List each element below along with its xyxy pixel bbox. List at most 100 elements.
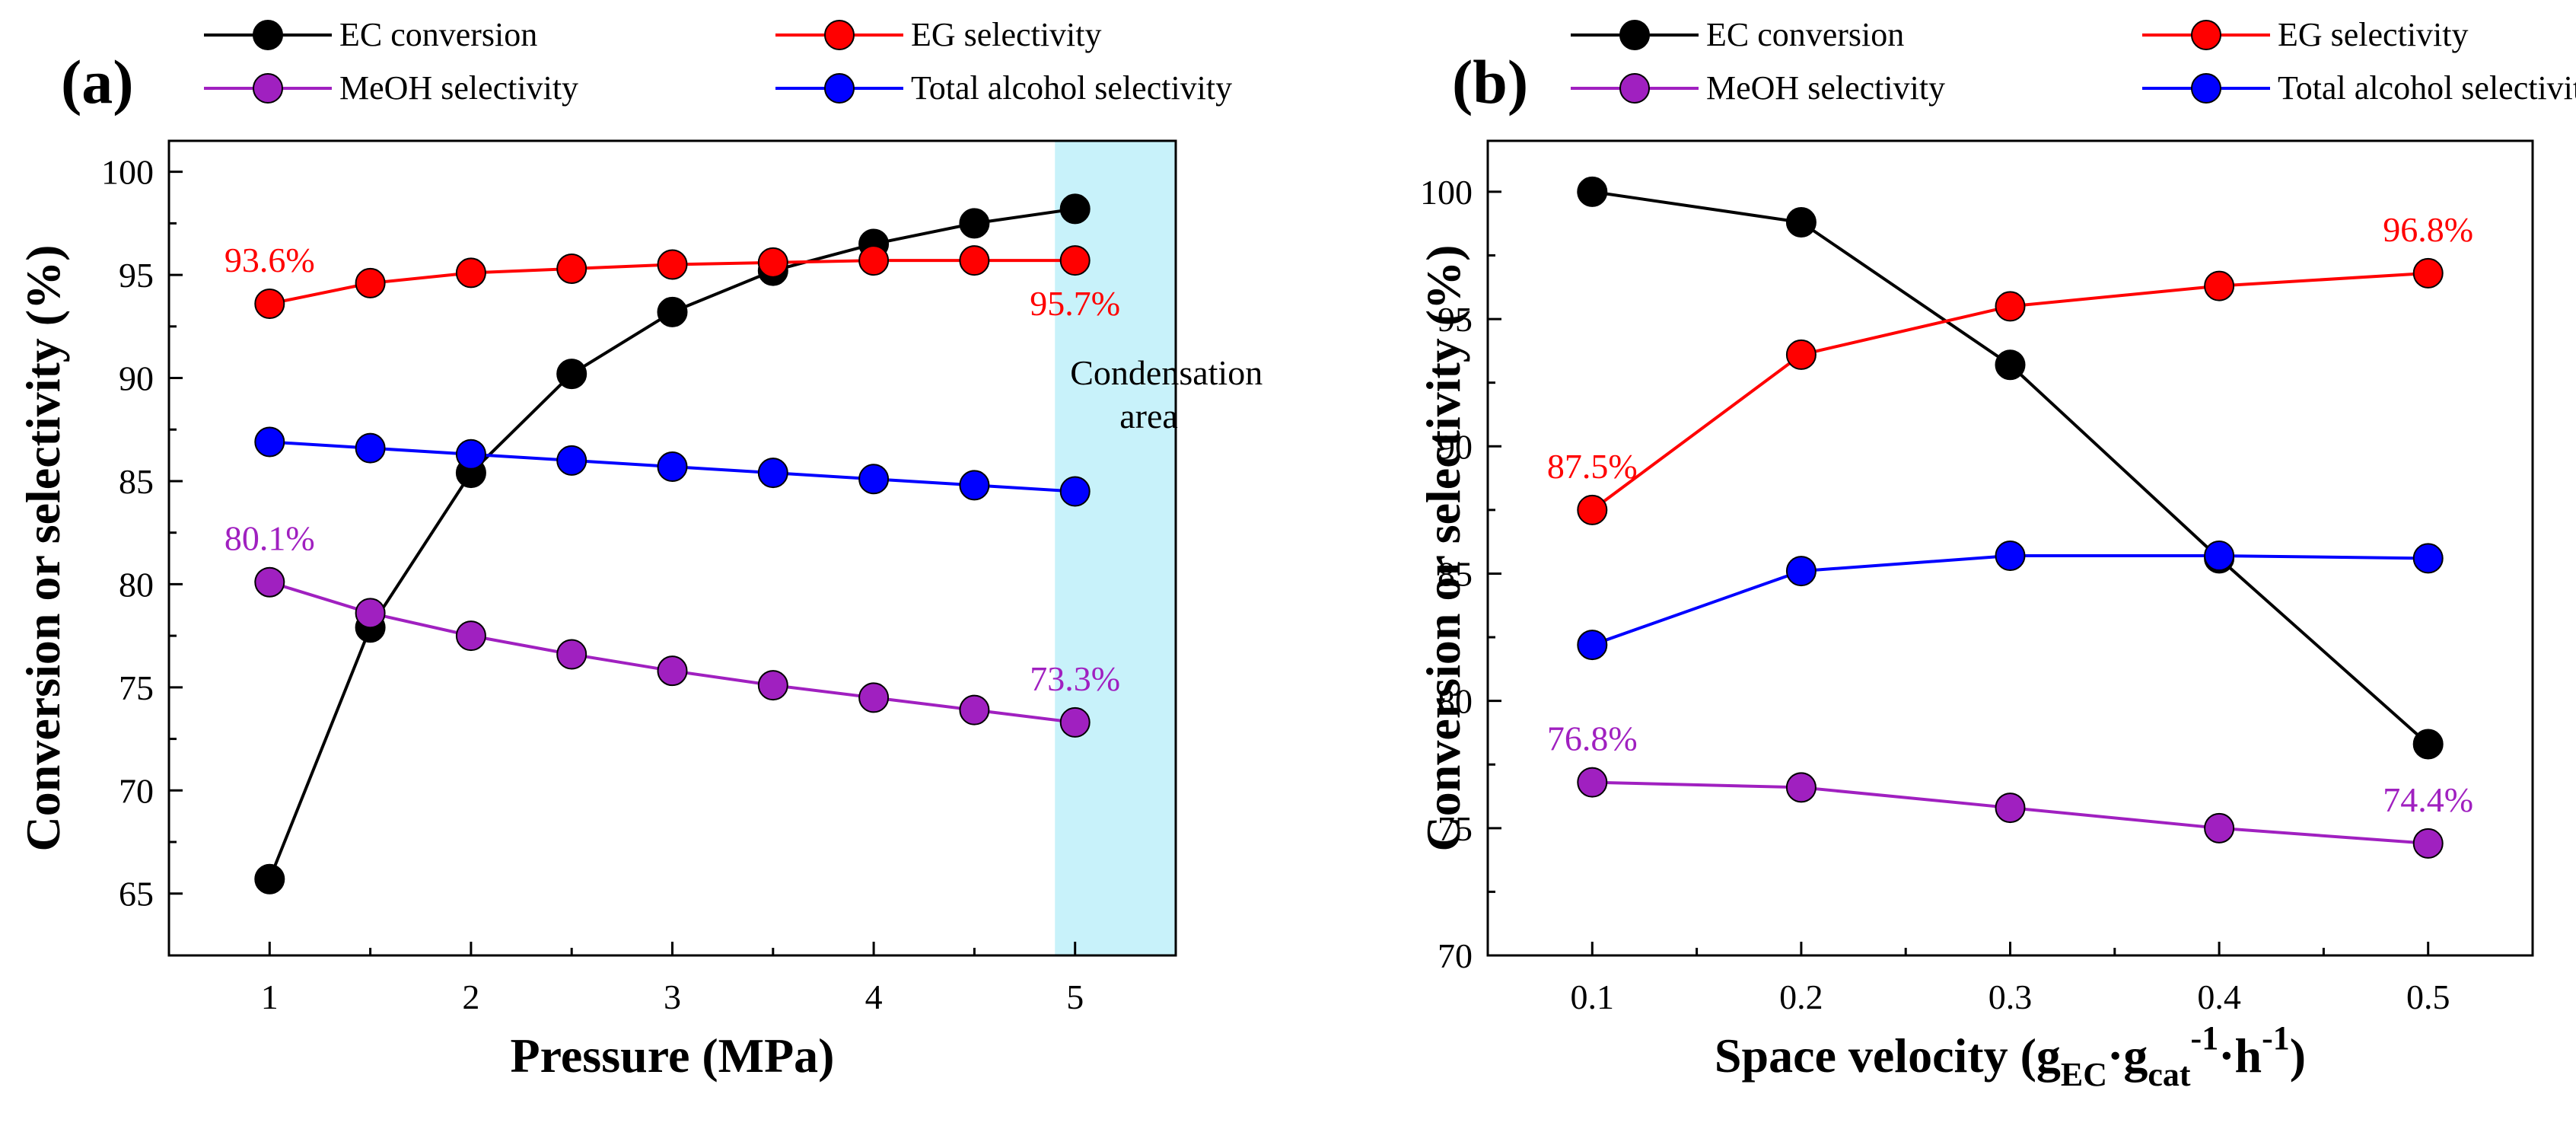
- condensation-area-shading: [1055, 141, 1176, 955]
- data-point: [1995, 793, 2026, 824]
- y-tick-label: 95: [1438, 300, 1473, 339]
- x-axis-title: Pressure (MPa): [511, 1029, 835, 1083]
- y-tick-label: 85: [119, 462, 154, 501]
- data-point: [858, 682, 890, 713]
- data-label: 73.3%: [1030, 659, 1120, 698]
- data-point: [2412, 729, 2444, 760]
- legend-label: EG selectivity: [911, 16, 1102, 53]
- data-point: [556, 639, 587, 670]
- data-point: [959, 208, 990, 239]
- y-tick-label: 85: [1438, 554, 1473, 593]
- condensation-label-line1: Condensation: [1070, 353, 1263, 392]
- data-point: [959, 245, 990, 276]
- data-point: [657, 451, 688, 482]
- data-point: [1785, 556, 1817, 587]
- data-label: 80.1%: [224, 519, 315, 558]
- chart-panel-b: 70 75 80 85 90 95 100 0.1 0.2 0.3 0.4 0.5 87.5% 96.8%…: [1416, 16, 2576, 1093]
- legend-label: EC conversion: [339, 16, 537, 53]
- x-tick-label: 4: [865, 978, 883, 1016]
- y-tick-label: 65: [119, 875, 154, 914]
- data-label: 76.8%: [1547, 719, 1638, 758]
- x-tick-label: 5: [1066, 978, 1084, 1016]
- data-point: [556, 253, 587, 284]
- data-point: [254, 426, 285, 458]
- data-point: [1059, 193, 1091, 225]
- legend-marker: [1619, 20, 1650, 50]
- legend-label: MeOH selectivity: [1706, 69, 1945, 107]
- y-tick-label: 95: [119, 256, 154, 295]
- x-tick-label: 0.3: [1989, 978, 2033, 1016]
- data-point: [757, 247, 788, 278]
- data-point: [254, 566, 285, 598]
- data-point: [556, 445, 587, 476]
- panel-label: (b): [1452, 47, 1528, 116]
- data-point: [757, 670, 788, 701]
- data-label: 95.7%: [1030, 284, 1120, 323]
- x-axis-title-part: ·g: [2107, 1029, 2148, 1083]
- y-tick-label: 80: [1438, 682, 1473, 721]
- legend-marker: [2191, 20, 2221, 50]
- data-point: [959, 694, 990, 726]
- data-point: [254, 289, 285, 319]
- y-tick-label: 75: [119, 668, 154, 707]
- x-tick-label: 1: [261, 978, 279, 1016]
- legend-label: Total alcohol selectivity: [2278, 69, 2576, 107]
- y-tick-label: 70: [119, 771, 154, 810]
- data-point: [355, 432, 386, 464]
- data-point: [254, 863, 285, 895]
- x-axis-title-part: -1: [2191, 1019, 2219, 1057]
- x-axis-title: Space velocity (gEC·gcat-1·h-1): [1715, 1019, 2306, 1093]
- data-point: [1995, 349, 2026, 381]
- x-tick-label: 0.2: [1779, 978, 1823, 1016]
- data-point: [1059, 706, 1091, 738]
- data-label: 87.5%: [1547, 447, 1638, 486]
- data-point: [1577, 176, 1608, 207]
- data-point: [455, 257, 486, 289]
- legend-label: EG selectivity: [2278, 16, 2469, 53]
- data-point: [657, 249, 688, 280]
- data-point: [757, 458, 788, 489]
- x-tick-label: 2: [462, 978, 479, 1016]
- data-point: [657, 296, 688, 327]
- x-tick-label: 0.1: [1571, 978, 1615, 1016]
- data-label: 74.4%: [2383, 780, 2473, 819]
- data-label: 96.8%: [2383, 210, 2473, 249]
- data-label: 93.6%: [224, 241, 315, 279]
- condensation-label-line2: area: [1119, 397, 1178, 435]
- data-point: [1577, 630, 1608, 661]
- data-point: [1785, 772, 1817, 803]
- legend-label: Total alcohol selectivity: [911, 69, 1232, 107]
- data-point: [1577, 494, 1608, 525]
- data-point: [2204, 270, 2235, 301]
- data-point: [959, 470, 990, 501]
- x-tick-label: 0.5: [2406, 978, 2450, 1016]
- panel-label: (a): [61, 47, 134, 116]
- x-axis-title-part: -1: [2262, 1019, 2290, 1057]
- data-point: [1059, 245, 1091, 276]
- x-axis-title-part: Space velocity (g: [1715, 1029, 2061, 1083]
- data-point: [1995, 541, 2026, 572]
- y-tick-label: 90: [119, 359, 154, 398]
- data-point: [858, 245, 890, 276]
- y-tick-label: 80: [119, 565, 154, 604]
- data-point: [1785, 339, 1817, 370]
- data-point: [2412, 257, 2444, 289]
- data-point: [2412, 543, 2444, 574]
- legend-marker: [253, 73, 283, 104]
- legend-marker: [824, 73, 855, 104]
- y-tick-label: 90: [1438, 427, 1473, 466]
- data-point: [2204, 541, 2235, 572]
- data-point: [1059, 476, 1091, 507]
- x-tick-label: 3: [664, 978, 681, 1016]
- y-axis-title: Conversion or selectivity (%): [1416, 245, 1470, 852]
- legend-label: MeOH selectivity: [339, 69, 578, 107]
- legend-marker: [2191, 73, 2221, 104]
- legend-marker: [824, 20, 855, 50]
- data-point: [556, 359, 587, 390]
- x-axis-title-part: cat: [2148, 1056, 2191, 1093]
- x-axis-title-part: ·h: [2218, 1029, 2262, 1083]
- series-line-ec-conversion: [1592, 190, 2430, 745]
- x-axis-title-part: EC: [2061, 1056, 2107, 1093]
- data-point: [355, 598, 386, 629]
